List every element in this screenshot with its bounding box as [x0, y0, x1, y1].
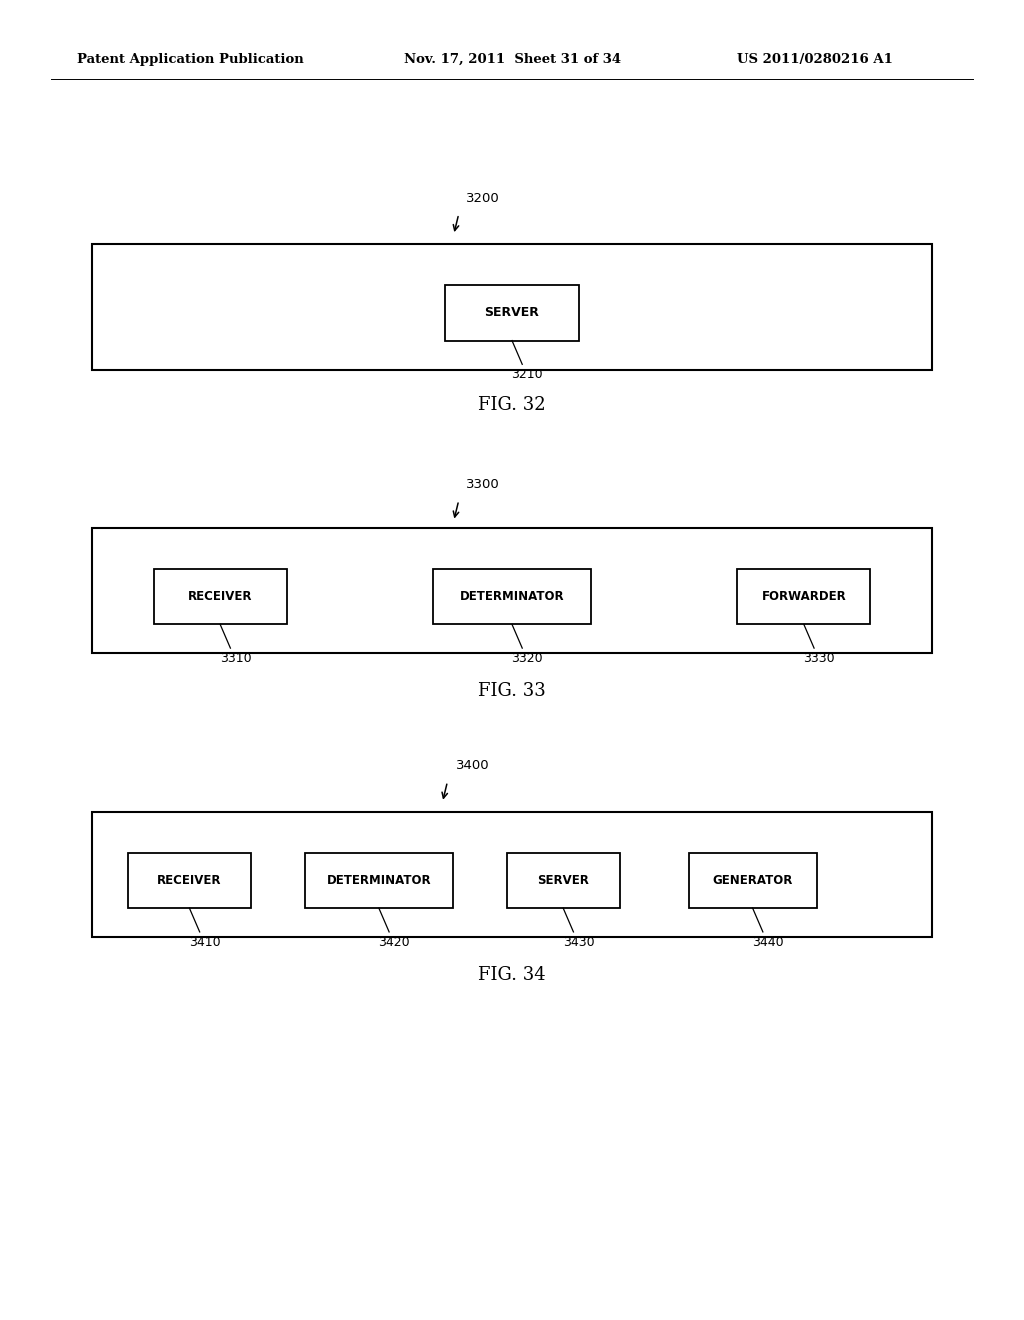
Text: GENERATOR: GENERATOR	[713, 874, 793, 887]
Bar	[445, 285, 579, 341]
Text: 3410: 3410	[189, 936, 220, 949]
Text: DETERMINATOR: DETERMINATOR	[460, 590, 564, 603]
Text: RECEIVER: RECEIVER	[158, 874, 221, 887]
Text: 3320: 3320	[512, 652, 543, 665]
Text: 3440: 3440	[753, 936, 783, 949]
Text: FIG. 34: FIG. 34	[478, 966, 546, 985]
Text: 3430: 3430	[563, 936, 594, 949]
Text: SERVER: SERVER	[538, 874, 589, 887]
Bar	[92, 528, 932, 653]
Text: FORWARDER: FORWARDER	[762, 590, 846, 603]
Text: 3210: 3210	[512, 368, 543, 381]
Bar	[688, 853, 817, 908]
Bar	[154, 569, 287, 624]
Bar	[305, 853, 453, 908]
Text: 3400: 3400	[456, 759, 489, 772]
Bar	[92, 244, 932, 370]
Text: 3330: 3330	[804, 652, 835, 665]
Text: DETERMINATOR: DETERMINATOR	[327, 874, 431, 887]
Text: 3300: 3300	[466, 478, 500, 491]
Bar	[128, 853, 251, 908]
Text: Nov. 17, 2011  Sheet 31 of 34: Nov. 17, 2011 Sheet 31 of 34	[404, 53, 622, 66]
Text: SERVER: SERVER	[484, 306, 540, 319]
Text: RECEIVER: RECEIVER	[188, 590, 252, 603]
Text: FIG. 32: FIG. 32	[478, 396, 546, 414]
Text: US 2011/0280216 A1: US 2011/0280216 A1	[737, 53, 893, 66]
Bar	[507, 853, 620, 908]
Text: 3310: 3310	[220, 652, 251, 665]
Text: 3200: 3200	[466, 191, 500, 205]
Text: FIG. 33: FIG. 33	[478, 682, 546, 701]
Text: Patent Application Publication: Patent Application Publication	[77, 53, 303, 66]
Bar	[92, 812, 932, 937]
Text: 3420: 3420	[379, 936, 410, 949]
Bar	[737, 569, 870, 624]
Bar	[432, 569, 592, 624]
